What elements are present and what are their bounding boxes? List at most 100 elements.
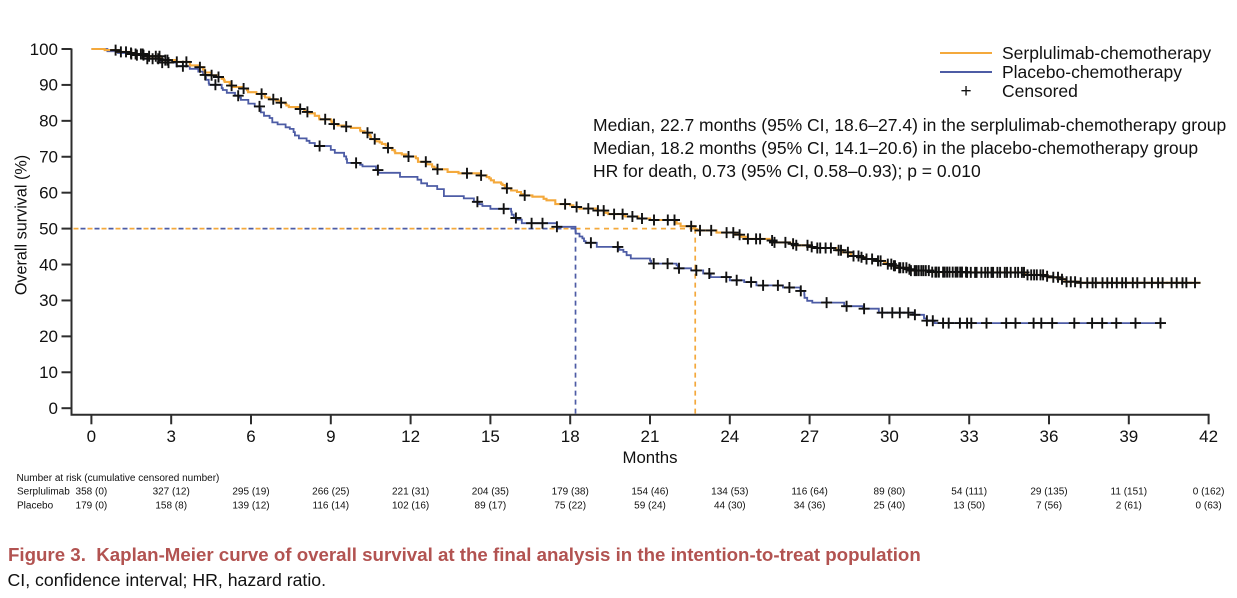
censor-mark <box>626 211 638 222</box>
censor-mark <box>1046 317 1058 329</box>
censor-mark <box>585 237 597 249</box>
risk-value: 158 (8) <box>155 500 188 512</box>
y-tick-label: 20 <box>39 327 58 346</box>
censor-mark <box>267 93 279 105</box>
x-tick-label: 15 <box>481 427 500 446</box>
risk-row-label-placebo: Placebo <box>17 500 54 512</box>
censor-mark <box>927 315 939 327</box>
censor-mark <box>206 69 218 81</box>
censor-mark <box>162 54 173 66</box>
censor-mark <box>571 201 583 213</box>
censor-mark <box>475 169 487 181</box>
censor-marks-placebo <box>125 47 1166 329</box>
legend-label: Censored <box>1002 80 1078 101</box>
censor-mark <box>1189 277 1201 289</box>
risk-value: 179 (38) <box>551 486 589 498</box>
censor-mark <box>754 233 766 245</box>
censor-mark <box>471 196 483 208</box>
censor-mark <box>301 106 313 118</box>
risk-value: 116 (14) <box>312 500 350 512</box>
risk-value: 29 (135) <box>1030 486 1068 498</box>
censor-mark <box>866 253 878 265</box>
placebo-line-swatch <box>940 71 992 73</box>
censor-mark <box>1086 317 1098 329</box>
censor-mark <box>858 303 870 315</box>
censor-mark <box>213 71 224 83</box>
orange-line-icon <box>940 52 992 54</box>
censor-mark <box>720 271 732 283</box>
censor-mark <box>1035 317 1047 329</box>
x-axis-title: Months <box>622 447 678 467</box>
risk-value: 11 (151) <box>1110 486 1148 498</box>
censor-mark <box>294 103 306 115</box>
risk-value: 139 (12) <box>232 500 270 512</box>
risk-value: 0 (63) <box>1195 500 1222 512</box>
y-tick-label: 40 <box>39 255 58 274</box>
censor-mark <box>795 285 807 297</box>
censor-mark <box>669 214 680 226</box>
x-tick-label: 9 <box>326 427 335 446</box>
censor-mark <box>902 307 914 319</box>
median-annotation: Median, 22.7 months (95% CI, 18.6–27.4) … <box>593 114 1226 184</box>
x-tick-label: 30 <box>880 427 899 446</box>
censor-mark <box>1068 317 1080 329</box>
censor-mark <box>209 79 221 91</box>
risk-value: 134 (53) <box>711 486 749 498</box>
censor-mark <box>703 268 715 279</box>
censor-mark <box>1041 270 1053 282</box>
censor-mark <box>350 157 362 169</box>
censor-mark <box>498 203 510 215</box>
censor-mark <box>903 263 915 275</box>
risk-value: 89 (80) <box>873 486 906 498</box>
censor-mark <box>731 274 743 286</box>
censor-mark <box>965 317 977 329</box>
x-tick-label: 39 <box>1119 427 1138 446</box>
risk-value: 34 (36) <box>793 500 826 512</box>
risk-value: 25 (40) <box>873 500 906 512</box>
censor-mark <box>362 127 373 139</box>
censor-mark <box>734 229 746 241</box>
censor-mark <box>120 46 132 58</box>
x-tick-label: 3 <box>166 427 175 446</box>
y-tick-label: 50 <box>39 219 58 238</box>
censor-mark <box>842 246 854 258</box>
censor-mark <box>806 241 818 253</box>
censor-mark <box>171 56 183 68</box>
censor-mark <box>612 241 624 253</box>
y-tick-label: 0 <box>49 399 58 418</box>
censor-mark <box>510 212 522 224</box>
y-tick-label: 100 <box>30 40 58 59</box>
x-tick-label: 36 <box>1040 427 1059 446</box>
censor-mark <box>559 198 571 210</box>
y-tick-label: 30 <box>39 291 58 310</box>
risk-value: 116 (64) <box>791 486 828 498</box>
risk-value: 204 (35) <box>471 486 510 498</box>
censor-mark <box>526 217 538 229</box>
censor-mark <box>180 56 192 68</box>
annotation-line-serplulimab-median: Median, 22.7 months (95% CI, 18.6–27.4) … <box>593 115 1227 135</box>
censor-mark <box>1010 317 1021 329</box>
x-tick-label: 18 <box>561 427 580 446</box>
risk-value: 13 (50) <box>953 500 986 512</box>
censor-mark <box>537 217 548 229</box>
censor-mark <box>461 167 473 179</box>
censor-mark <box>420 156 432 168</box>
risk-value: 7 (56) <box>1035 500 1063 512</box>
censor-mark <box>727 227 739 239</box>
x-tick-label: 24 <box>720 427 739 446</box>
censor-mark <box>328 118 340 130</box>
censor-mark <box>598 205 610 217</box>
censor-mark <box>1155 317 1166 329</box>
censor-mark <box>403 151 414 162</box>
y-tick-label: 70 <box>39 148 58 167</box>
censor-mark <box>340 121 352 133</box>
censor-mark <box>137 48 149 60</box>
censor-mark <box>694 224 706 236</box>
censor-mark <box>1069 276 1081 288</box>
risk-value: 221 (31) <box>391 486 430 498</box>
annotation-line-placebo-median: Median, 18.2 months (95% CI, 14.1–20.6) … <box>593 138 1199 159</box>
y-tick-label: 90 <box>39 76 58 95</box>
x-tick-label: 42 <box>1199 427 1218 446</box>
